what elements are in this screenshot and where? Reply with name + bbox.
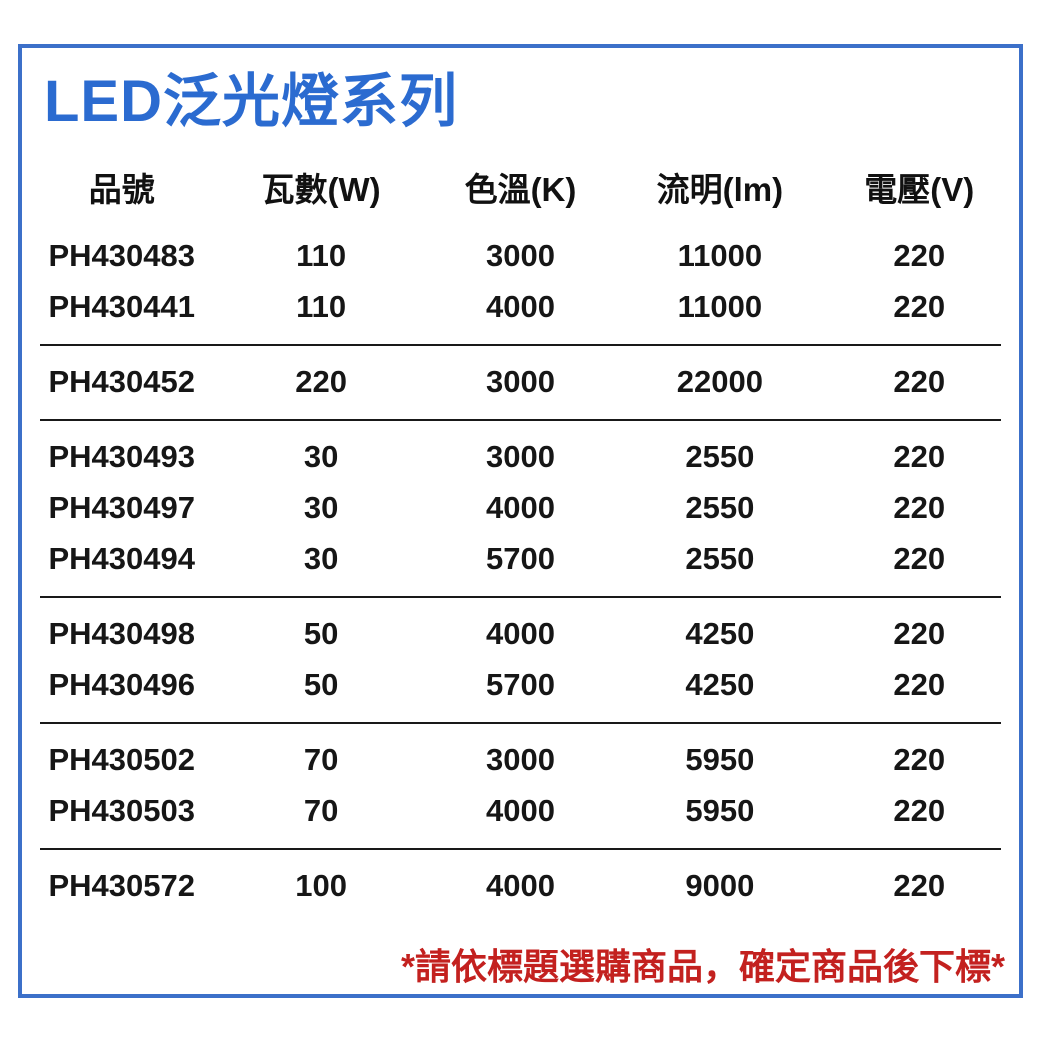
table-cell: 30	[303, 439, 339, 475]
table-cell: 220	[893, 439, 946, 475]
table-cell: 50	[303, 667, 339, 703]
table-cell: 2550	[685, 541, 755, 577]
table-cell: 3000	[485, 364, 555, 400]
table-cell: 50	[303, 616, 339, 652]
table-cell: 3000	[485, 439, 555, 475]
table-cell: 220	[893, 667, 946, 703]
table-cell: 30	[303, 541, 339, 577]
table-cell: 2550	[685, 490, 755, 526]
cell-item-no: PH430572	[48, 868, 195, 904]
table-cell: 4000	[485, 289, 555, 325]
table-row: PH430441 110 4000 11000 220	[22, 282, 1019, 333]
cell-item-no: PH430493	[48, 439, 195, 475]
table-row: PH430494 30 5700 2550 220	[22, 534, 1019, 585]
table-row: PH430497 30 4000 2550 220	[22, 483, 1019, 534]
table-cell: 5950	[685, 793, 755, 829]
cell-item-no: PH430498	[48, 616, 195, 652]
table-cell: 11000	[677, 289, 763, 325]
table-row: PH430572 100 4000 9000 220	[22, 861, 1019, 912]
table-cell: 4250	[685, 616, 755, 652]
table-cell: 220	[295, 364, 347, 400]
group-divider	[40, 721, 1001, 724]
table-body: PH430483 110 3000 11000 220 PH430441 110 4000 11…	[22, 231, 1019, 912]
column-header-color-temp: 色溫(K)	[464, 170, 577, 208]
table-row: PH430452 220 3000 22000 220	[22, 357, 1019, 408]
table-cell: 4000	[485, 793, 555, 829]
column-header-wattage: 瓦數(W)	[261, 170, 381, 208]
column-header-lumens: 流明(lm)	[656, 170, 784, 208]
table-row: PH430483 110 3000 11000 220	[22, 231, 1019, 282]
cell-item-no: PH430452	[48, 364, 195, 400]
table-cell: 70	[303, 742, 339, 778]
table-cell: 220	[893, 742, 946, 778]
product-spec-sheet: LED泛光燈系列 品號 瓦數(W) 色溫(K) 流明(lm) 電壓(V) PH4…	[18, 44, 1023, 998]
table-cell: 4000	[485, 868, 555, 904]
table-header-row: 品號 瓦數(W) 色溫(K) 流明(lm) 電壓(V)	[22, 164, 1019, 210]
table-row: PH430503 70 4000 5950 220	[22, 786, 1019, 837]
table-cell: 3000	[485, 742, 555, 778]
cell-item-no: PH430503	[48, 793, 195, 829]
cell-item-no: PH430441	[48, 289, 195, 325]
table-cell: 220	[893, 238, 946, 274]
column-header-voltage: 電壓(V)	[864, 170, 975, 208]
table-cell: 110	[296, 289, 347, 325]
group-divider	[40, 847, 1001, 850]
table-cell: 220	[893, 793, 946, 829]
cell-item-no: PH430483	[48, 238, 195, 274]
table-cell: 2550	[685, 439, 755, 475]
table-cell: 220	[893, 364, 946, 400]
table-cell: 5700	[485, 667, 555, 703]
table-cell: 30	[303, 490, 339, 526]
table-cell: 4250	[685, 667, 755, 703]
cell-item-no: PH430502	[48, 742, 195, 778]
table-row: PH430496 50 5700 4250 220	[22, 660, 1019, 711]
table-cell: 4000	[485, 616, 555, 652]
table-cell: 220	[893, 490, 946, 526]
table-cell: 5700	[485, 541, 555, 577]
table-cell: 110	[296, 238, 347, 274]
table-cell: 3000	[485, 238, 555, 274]
table-cell: 100	[295, 868, 347, 904]
page-title: LED泛光燈系列	[44, 69, 459, 134]
table-cell: 11000	[677, 238, 763, 274]
spec-table: 品號 瓦數(W) 色溫(K) 流明(lm) 電壓(V) PH430483 110 3…	[22, 164, 1019, 912]
group-divider	[40, 418, 1001, 421]
table-cell: 5950	[685, 742, 755, 778]
table-row: PH430502 70 3000 5950 220	[22, 735, 1019, 786]
table-cell: 220	[893, 868, 946, 904]
table-cell: 4000	[485, 490, 555, 526]
cell-item-no: PH430494	[48, 541, 195, 577]
table-cell: 22000	[676, 364, 763, 400]
cell-item-no: PH430497	[48, 490, 195, 526]
table-cell: 9000	[685, 868, 755, 904]
group-divider	[40, 343, 1001, 346]
table-cell: 220	[893, 616, 946, 652]
table-cell: 70	[303, 793, 339, 829]
group-divider	[40, 595, 1001, 598]
cell-item-no: PH430496	[48, 667, 195, 703]
table-cell: 220	[893, 541, 946, 577]
column-header-item-no: 品號	[88, 170, 155, 208]
table-row: PH430493 30 3000 2550 220	[22, 432, 1019, 483]
purchase-note: *請依標題選購商品，確定商品後下標*	[400, 945, 1005, 987]
table-cell: 220	[893, 289, 946, 325]
table-row: PH430498 50 4000 4250 220	[22, 609, 1019, 660]
